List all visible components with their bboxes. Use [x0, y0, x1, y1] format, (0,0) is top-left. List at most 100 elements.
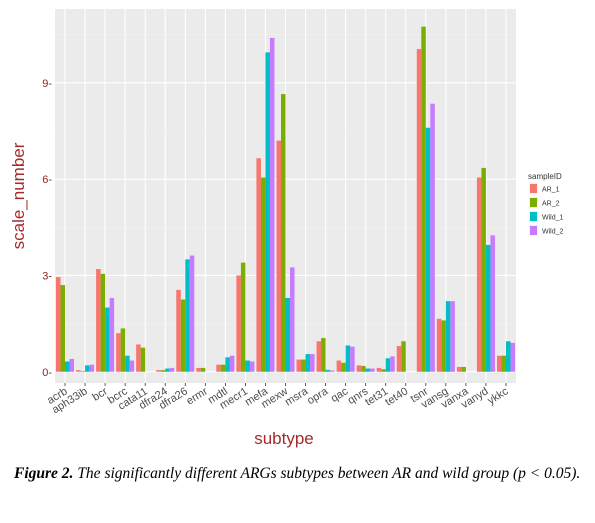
x-tick-label: bcr	[90, 385, 110, 403]
bar-ykkc-Wild_2	[510, 342, 515, 372]
figure-caption-text: The significantly different ARGs subtype…	[73, 465, 581, 482]
bar-mefa-Wild_1	[265, 52, 270, 372]
bar-acrb-Wild_2	[69, 358, 75, 372]
bar-tsnr-AR_2	[421, 26, 426, 372]
bar-dfra24-Wild_1	[165, 368, 170, 372]
bar-msra-AR_1	[296, 359, 302, 372]
bar-vanyd-Wild_1	[485, 244, 491, 372]
legend-label-Wild_1: Wild_1	[542, 215, 564, 222]
x-tick-label: ykkc	[486, 385, 511, 407]
bar-bcrc-Wild_2	[129, 360, 135, 372]
x-tick-label: opra	[305, 385, 331, 407]
bar-vansg-AR_2	[441, 320, 446, 372]
bar-tet31-Wild_1	[385, 358, 391, 372]
bar-aph33ib-AR_1	[76, 370, 81, 372]
bar-qac-AR_1	[336, 360, 342, 372]
bar-vanxa-AR_2	[461, 366, 466, 372]
x-axis-title: subtype	[254, 429, 314, 448]
bar-tet40-AR_1	[396, 346, 402, 372]
bar-bcrc-AR_1	[116, 333, 121, 372]
legend-key-Wild_2	[530, 226, 537, 235]
bar-mefa-Wild_2	[269, 37, 275, 372]
bar-vanyd-AR_1	[476, 177, 482, 372]
bar-aph33ib-AR_2	[80, 371, 86, 372]
figure-caption: Figure 2. The significantly different AR…	[14, 463, 582, 485]
bar-opra-Wild_1	[325, 369, 331, 372]
bar-qac-Wild_2	[350, 346, 355, 372]
y-axis-title: scale_number	[9, 142, 28, 249]
bar-opra-AR_1	[316, 341, 322, 372]
y-tick-label: 3-	[42, 270, 52, 282]
bar-tsnr-Wild_2	[430, 103, 435, 372]
bars	[56, 26, 515, 372]
legend-label-AR_1: AR_1	[542, 187, 560, 194]
bar-bcr-Wild_1	[105, 307, 110, 372]
bar-qac-AR_2	[341, 362, 346, 372]
bar-opra-AR_2	[321, 338, 326, 372]
bar-mexw-AR_2	[280, 94, 286, 372]
bar-qnrs-Wild_2	[370, 368, 375, 372]
bar-vanxa-AR_1	[456, 366, 462, 372]
bar-aph33ib-Wild_2	[89, 364, 95, 372]
bar-mdtl-AR_2	[220, 364, 226, 372]
legend-title: sampleID	[528, 172, 562, 181]
bar-bcrc-Wild_1	[125, 355, 130, 372]
bar-acrb-AR_1	[56, 277, 61, 372]
bar-opra-Wild_2	[330, 370, 335, 372]
bar-tsnr-Wild_1	[425, 127, 431, 372]
bar-ykkc-AR_1	[496, 355, 502, 372]
bar-cata11-AR_1	[136, 344, 141, 372]
bar-ykkc-AR_2	[501, 355, 506, 372]
bar-dfra24-AR_1	[156, 370, 161, 372]
x-tick-label: tet40	[383, 385, 410, 408]
bar-mecr1-AR_1	[236, 275, 241, 372]
bar-qnrs-AR_2	[361, 365, 366, 372]
legend: sampleID AR_1 AR_2 Wild_1 Wild_2	[528, 172, 564, 236]
bar-vansg-Wild_1	[445, 301, 451, 372]
bar-acrb-Wild_1	[65, 361, 70, 372]
y-tick-label: 6-	[42, 174, 52, 186]
legend-key-AR_1	[530, 184, 537, 193]
bar-bcr-AR_1	[96, 269, 101, 372]
legend-key-Wild_1	[530, 212, 537, 221]
legend-key-AR_2	[530, 198, 537, 207]
bar-tet40-AR_2	[401, 341, 406, 372]
bar-mexw-Wild_2	[290, 267, 295, 372]
bar-mdtl-Wild_2	[229, 355, 235, 372]
figure-caption-label: Figure 2.	[14, 465, 74, 482]
bar-mdtl-Wild_1	[225, 357, 230, 372]
bar-mexw-Wild_1	[285, 297, 291, 372]
bar-dfra24-AR_2	[160, 370, 166, 372]
bar-dfra24-Wild_2	[169, 367, 175, 372]
bar-mecr1-Wild_2	[249, 361, 255, 372]
bar-acrb-AR_2	[60, 285, 66, 372]
y-tick-label: 9-	[42, 78, 52, 90]
bar-cata11-AR_2	[140, 347, 146, 372]
bar-qac-Wild_1	[345, 345, 351, 372]
bar-mecr1-AR_2	[240, 262, 246, 372]
bar-ermr-AR_2	[200, 367, 206, 372]
bar-mecr1-Wild_1	[245, 360, 250, 372]
bar-tsnr-AR_1	[416, 49, 422, 372]
bar-msra-Wild_2	[310, 354, 315, 372]
bar-msra-Wild_1	[305, 354, 311, 372]
bar-dfra26-AR_2	[180, 299, 186, 372]
bar-bcr-AR_2	[100, 273, 106, 372]
bar-mefa-AR_1	[256, 158, 261, 372]
bar-mexw-AR_1	[276, 140, 281, 372]
bar-dfra26-AR_1	[176, 289, 181, 372]
legend-label-AR_2: AR_2	[542, 201, 560, 208]
bar-vanyd-Wild_2	[490, 235, 495, 372]
y-axis-ticks: 0- 3- 6- 9-	[42, 78, 52, 379]
bar-aph33ib-Wild_1	[85, 365, 90, 372]
bar-ermr-AR_1	[196, 367, 201, 372]
bar-ykkc-Wild_1	[505, 341, 511, 372]
bar-tet31-AR_1	[376, 367, 382, 372]
bar-qnrs-Wild_1	[365, 368, 371, 372]
bar-qnrs-AR_1	[356, 365, 362, 372]
bar-dfra26-Wild_2	[189, 255, 195, 372]
bar-tet31-Wild_2	[390, 356, 395, 372]
bar-mdtl-AR_1	[216, 364, 221, 372]
